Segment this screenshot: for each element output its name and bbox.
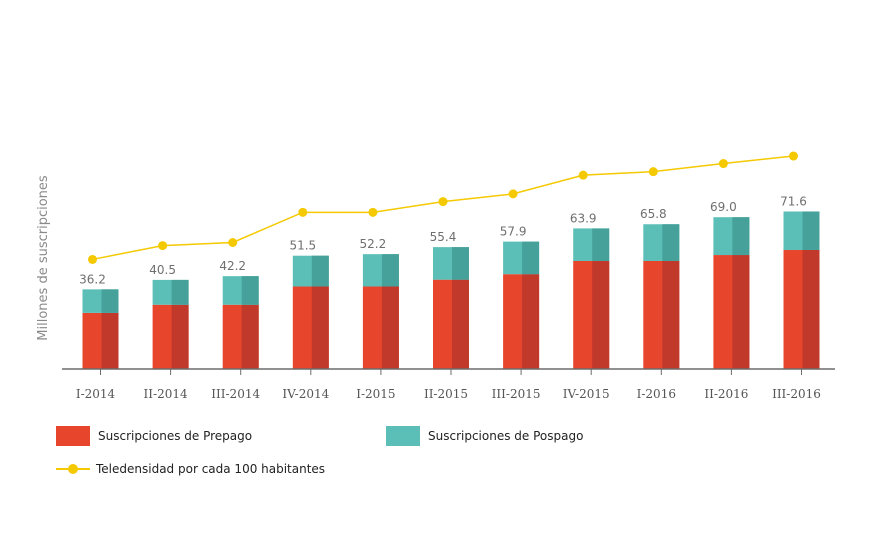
teledensity-point [368, 207, 378, 217]
x-tick-label: II-2016 [704, 387, 748, 401]
legend-item-prepago[interactable]: Suscripciones de Prepago [56, 426, 252, 446]
bar-shade-prepago [732, 255, 750, 369]
bar-shade-pospago [802, 211, 820, 250]
bar-shade-prepago [311, 286, 329, 369]
x-tick-label: II-2014 [144, 387, 188, 401]
teledensity-point [158, 241, 168, 251]
x-tick-label: I-2015 [356, 387, 395, 401]
total-label: 40.5 [149, 263, 176, 277]
teledensity-point [228, 238, 238, 247]
teledensity-point [508, 189, 518, 199]
legend-item-pospago[interactable]: Suscripciones de Pospago [386, 426, 583, 446]
total-label: 69.0 [710, 200, 737, 214]
teledensity-point [718, 159, 728, 169]
teledensity-point [789, 151, 798, 161]
teledensity-point [438, 197, 448, 207]
bar-shade-prepago [802, 249, 820, 369]
bar-shade-pospago [522, 241, 540, 275]
x-ticks-group: I-2014 II-2014 III-2014 IV-2014 I-2015 II-201… [76, 369, 821, 401]
bar-shade-prepago [381, 286, 399, 369]
bar-shade-pospago [732, 217, 750, 256]
total-label: 57.9 [500, 225, 527, 239]
bar-shade-prepago [241, 304, 259, 369]
bar-shade-prepago [662, 260, 680, 369]
total-label: 42.2 [219, 259, 246, 273]
total-label: 51.5 [289, 239, 316, 253]
bar-shade-pospago [592, 228, 610, 261]
legend-item-teledensidad[interactable]: Teledensidad por cada 100 habitantes [56, 462, 325, 476]
prepago-swatch [56, 426, 90, 446]
teledensity-point [88, 254, 97, 264]
bars-group [82, 211, 820, 369]
teledensity-point [648, 167, 658, 177]
legend-label-prepago: Suscripciones de Prepago [98, 429, 253, 443]
bar-shade-prepago [101, 312, 119, 369]
bar-shade-pospago [381, 254, 399, 287]
x-tick-label: II-2015 [424, 387, 468, 401]
total-label: 71.6 [780, 194, 807, 208]
x-tick-label: III-2016 [772, 387, 821, 401]
x-tick-label: III-2014 [211, 387, 260, 401]
x-tick-label: III-2015 [492, 387, 541, 401]
bar-shade-pospago [311, 255, 329, 287]
bar-shade-pospago [452, 247, 469, 280]
teledensity-point [298, 207, 308, 217]
bar-shade-prepago [452, 279, 469, 369]
bar-shade-prepago [522, 274, 540, 369]
teledensity-line-group [88, 151, 798, 264]
total-label: 55.4 [430, 230, 457, 244]
data-labels-group: 36.2 40.5 42.2 51.5 52.2 55.4 57.9 63.9 65.8 69.0… [79, 194, 807, 286]
pospago-swatch [386, 426, 420, 446]
legend-label-teledensidad: Teledensidad por cada 100 habitantes [96, 462, 326, 476]
x-tick-label: I-2014 [76, 387, 116, 401]
teledensidad-swatch [56, 463, 90, 475]
x-tick-label: IV-2014 [282, 387, 329, 401]
total-label: 65.8 [640, 207, 667, 221]
bar-shade-pospago [171, 279, 189, 305]
x-tick-label: IV-2015 [563, 387, 610, 401]
total-label: 52.2 [360, 237, 387, 251]
bar-shade-pospago [662, 224, 680, 261]
total-label: 36.2 [79, 272, 106, 286]
bar-shade-prepago [171, 304, 189, 369]
bar-shade-prepago [592, 260, 610, 369]
bar-shade-pospago [101, 289, 119, 313]
bar-shade-pospago [241, 276, 259, 305]
x-tick-label: I-2016 [637, 387, 676, 401]
total-label: 63.9 [570, 211, 597, 225]
y-axis-label: Millones de suscripciones [36, 175, 51, 341]
teledensity-point [578, 170, 588, 180]
legend-label-pospago: Suscripciones de Pospago [428, 429, 584, 443]
